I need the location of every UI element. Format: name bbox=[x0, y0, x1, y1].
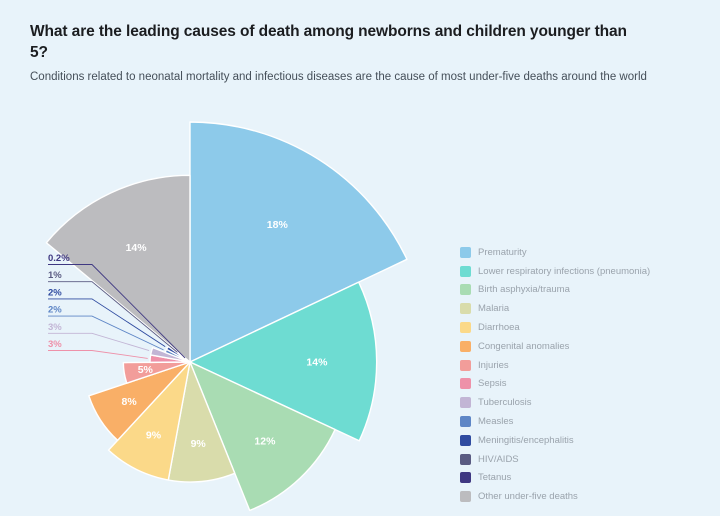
legend-swatch bbox=[460, 434, 471, 446]
chart-title: What are the leading causes of death amo… bbox=[30, 23, 627, 61]
pie-slice-birth-asphyxia-trauma[interactable] bbox=[189, 361, 336, 512]
legend-label: Birth asphyxia/trauma bbox=[478, 284, 570, 296]
legend-item-prematurity: Prematurity bbox=[460, 243, 650, 262]
legend-swatch bbox=[460, 246, 471, 258]
legend-label: Prematurity bbox=[478, 246, 527, 258]
legend-label: Congenital anomalies bbox=[478, 340, 570, 352]
slice-value-label: 5% bbox=[138, 364, 154, 376]
leader-line-meningitis-encephalitis bbox=[48, 298, 166, 347]
legend-label: Lower respiratory infections (pneumonia) bbox=[478, 265, 651, 277]
legend-item-malaria: Malaria bbox=[460, 299, 650, 318]
legend-label: Sepsis bbox=[478, 378, 507, 390]
legend-label: Meningitis/encephalitis bbox=[478, 434, 574, 446]
pie-slice-congenital-anomalies[interactable] bbox=[88, 361, 191, 442]
legend-item-tetanus: Tetanus bbox=[460, 469, 650, 488]
legend-swatch bbox=[460, 322, 471, 334]
slice-value-label: 18% bbox=[267, 219, 289, 231]
legend-item-sepsis: Sepsis bbox=[460, 375, 650, 394]
legend-swatch bbox=[460, 491, 471, 503]
legend-swatch bbox=[460, 265, 471, 277]
leader-label-hiv-aids: 1% bbox=[48, 270, 62, 281]
legend-swatch bbox=[460, 359, 471, 371]
pie-slice-injuries[interactable] bbox=[122, 361, 191, 384]
legend-label: Measles bbox=[478, 416, 514, 428]
legend-label: HIV/AIDS bbox=[478, 453, 519, 465]
legend-label: Tuberculosis bbox=[478, 397, 532, 409]
slice-value-label: 12% bbox=[254, 436, 276, 448]
legend-item-hiv-aids: HIV/AIDS bbox=[460, 450, 650, 469]
leader-label-measles: 2% bbox=[48, 305, 62, 316]
leader-label-meningitis-encephalitis: 2% bbox=[48, 287, 62, 298]
leader-line-sepsis bbox=[48, 350, 148, 359]
slice-value-label: 9% bbox=[191, 438, 207, 450]
legend-item-meningitis-encephalitis: Meningitis/encephalitis bbox=[460, 431, 650, 450]
legend-item-lower-respiratory-infections-pneumonia: Lower respiratory infections (pneumonia) bbox=[460, 262, 650, 281]
leader-label-tuberculosis: 3% bbox=[48, 322, 62, 333]
legend-swatch bbox=[460, 397, 471, 409]
legend-item-other-under-five-deaths: Other under-five deaths bbox=[460, 487, 650, 506]
legend-swatch bbox=[460, 284, 471, 296]
leader-line-measles bbox=[48, 315, 164, 351]
chart-subtitle: Conditions related to neonatal mortality… bbox=[30, 71, 647, 83]
legend-label: Other under-five deaths bbox=[478, 491, 578, 503]
slice-value-label: 14% bbox=[306, 356, 328, 368]
pie-slice-lower-respiratory-infections-pneumonia[interactable] bbox=[189, 281, 378, 442]
pie-slice-other-under-five-deaths[interactable] bbox=[45, 174, 191, 363]
legend-label: Diarrhoea bbox=[478, 322, 520, 334]
legend-swatch bbox=[460, 340, 471, 352]
legend-swatch bbox=[460, 472, 471, 484]
leader-label-sepsis: 3% bbox=[48, 339, 62, 350]
legend-swatch bbox=[460, 453, 471, 465]
legend-item-diarrhoea: Diarrhoea bbox=[460, 318, 650, 337]
leader-label-tetanus: 0.2% bbox=[48, 253, 70, 264]
legend-item-birth-asphyxia-trauma: Birth asphyxia/trauma bbox=[460, 281, 650, 300]
legend-item-injuries: Injuries bbox=[460, 356, 650, 375]
legend-label: Malaria bbox=[478, 303, 510, 315]
leader-line-tuberculosis bbox=[48, 332, 150, 352]
pie-slice-diarrhoea[interactable] bbox=[107, 361, 191, 481]
legend-item-measles: Measles bbox=[460, 412, 650, 431]
legend-item-tuberculosis: Tuberculosis bbox=[460, 393, 650, 412]
legend-swatch bbox=[460, 378, 471, 390]
legend-item-congenital-anomalies: Congenital anomalies bbox=[460, 337, 650, 356]
legend-swatch bbox=[460, 303, 471, 315]
legend: Prematurity Lower respiratory infections … bbox=[460, 243, 650, 506]
legend-swatch bbox=[460, 416, 471, 428]
slice-value-label: 14% bbox=[126, 242, 148, 254]
slice-value-label: 9% bbox=[146, 430, 162, 442]
slice-value-label: 8% bbox=[122, 396, 138, 408]
legend-label: Tetanus bbox=[478, 472, 512, 484]
pie-slice-prematurity[interactable] bbox=[189, 121, 408, 363]
leader-line-tetanus bbox=[48, 264, 186, 359]
leader-line-hiv-aids bbox=[48, 281, 178, 353]
legend-label: Injuries bbox=[478, 359, 509, 371]
